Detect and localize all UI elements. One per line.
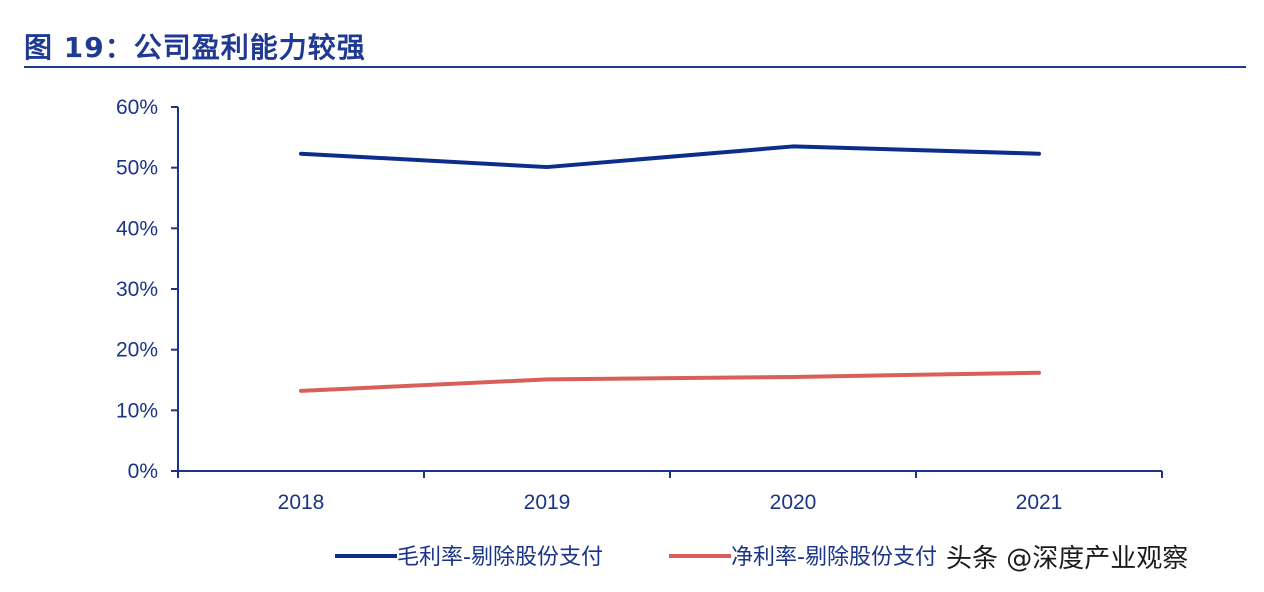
x-tick-label: 2020 [770, 491, 817, 514]
y-tick-label: 0% [128, 460, 158, 483]
y-tick-label: 60% [116, 96, 158, 119]
y-axis-ticks: 0% 10% 20% 30% 40% 50% 60% [116, 96, 178, 483]
series-line-1 [299, 370, 1041, 393]
watermark: 头条 @深度产业观察 [946, 544, 1189, 574]
x-tick-label: 2019 [524, 491, 571, 514]
chart-series [299, 144, 1041, 393]
chart-axes [177, 107, 1162, 472]
figure-title: 图 19：公司盈利能力较强 [24, 31, 366, 64]
y-tick-label: 20% [116, 339, 158, 362]
title-underline [24, 66, 1246, 68]
x-tick-label: 2021 [1016, 491, 1063, 514]
x-tick-label: 2018 [278, 491, 325, 514]
y-tick-label: 50% [116, 157, 158, 180]
x-axis-ticks: 2018 2019 2020 2021 [177, 471, 1163, 514]
series-line-0 [299, 144, 1041, 170]
chart-legend: 毛利率-剔除股份支付 净利率-剔除股份支付 [335, 545, 937, 570]
legend-label-1: 净利率-剔除股份支付 [731, 545, 937, 570]
legend-label-0: 毛利率-剔除股份支付 [397, 545, 603, 570]
y-tick-label: 40% [116, 217, 158, 240]
y-tick-label: 30% [116, 278, 158, 301]
y-tick-label: 10% [116, 399, 158, 422]
